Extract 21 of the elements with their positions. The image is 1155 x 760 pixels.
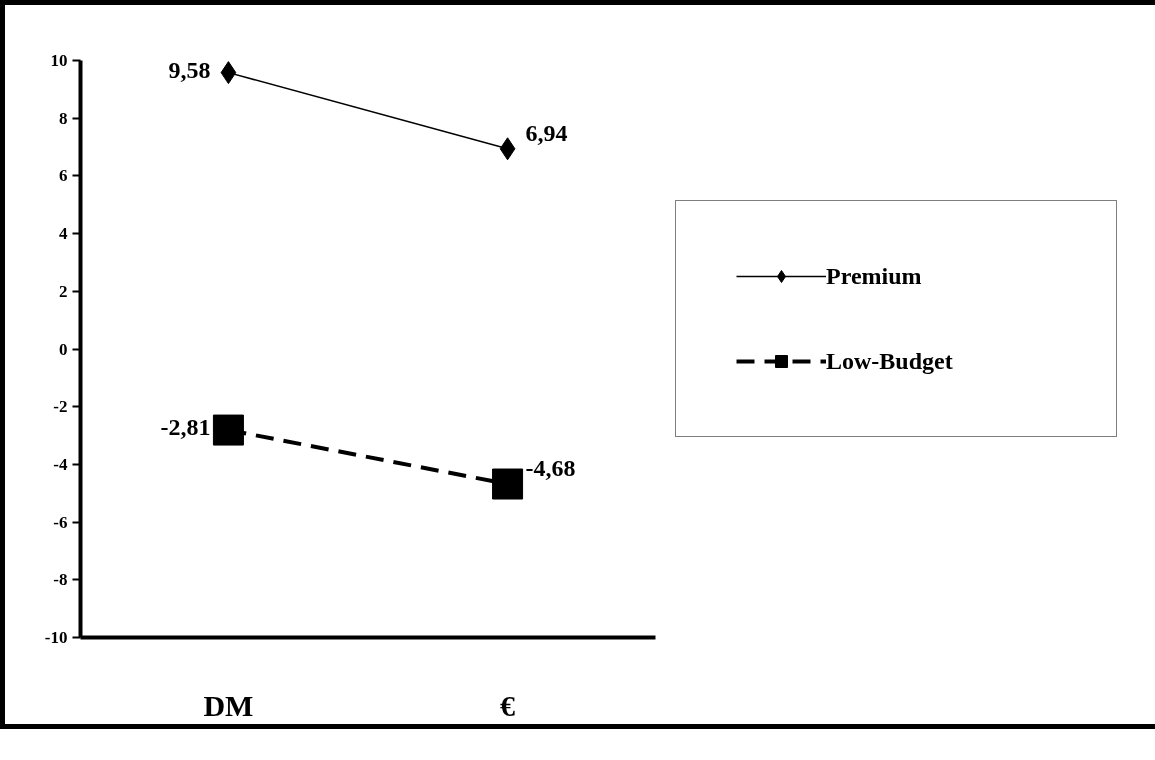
y-tick-label: -2 (53, 397, 68, 417)
y-tick-label: 2 (59, 281, 68, 301)
point (492, 468, 524, 500)
data-label: 9,58 (168, 56, 211, 83)
y-tick-label: 10 (50, 51, 68, 70)
y-tick-label: 8 (59, 108, 68, 128)
x-tick-label: DM (203, 688, 254, 722)
x-tick-label: € (500, 688, 516, 722)
y-tick-label: 6 (59, 166, 68, 186)
y-tick-label: -6 (53, 512, 68, 532)
point (212, 414, 244, 446)
y-tick-label: 4 (59, 224, 68, 244)
legend-label: Premium (826, 262, 923, 290)
data-label: -2,81 (160, 414, 211, 441)
data-label: 6,94 (525, 119, 568, 146)
legend-label: Low-Budget (826, 347, 954, 375)
y-tick-label: -8 (53, 570, 68, 590)
data-label: -4,68 (525, 455, 576, 482)
y-tick-label: -4 (53, 454, 68, 474)
y-tick-label: -10 (44, 628, 68, 647)
y-tick-label: 0 (59, 339, 68, 359)
